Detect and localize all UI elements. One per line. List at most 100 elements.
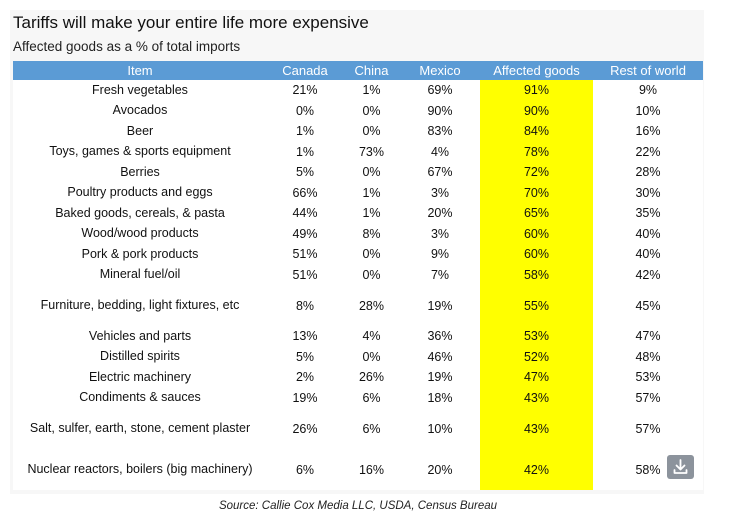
chart-subtitle: Affected goods as a % of total imports (13, 39, 241, 54)
affected-goods-cell: 70% (480, 182, 593, 203)
data-table: Item Canada China Mexico Affected goods … (13, 61, 703, 490)
table-row: Pork & pork products 51% 0% 9% 60% 40% (13, 244, 703, 265)
table-body: Fresh vegetables 21% 1% 69% 91% 9% Avocados 0% 0… (13, 80, 703, 490)
table-row: Condiments & sauces 19% 6% 18% 43% 57% (13, 387, 703, 408)
item-cell: Condiments & sauces (13, 387, 267, 408)
canada-cell: 13% (267, 326, 343, 347)
mexico-cell: 9% (400, 244, 480, 265)
mexico-cell: 10% (400, 408, 480, 449)
col-header-item: Item (13, 61, 267, 80)
china-cell: 73% (343, 141, 400, 162)
china-cell: 1% (343, 182, 400, 203)
china-cell: 8% (343, 223, 400, 244)
table-row: Salt, sulfer, earth, stone, cement plast… (13, 408, 703, 449)
mexico-cell: 4% (400, 141, 480, 162)
canada-cell: 2% (267, 367, 343, 388)
china-cell: 0% (343, 264, 400, 285)
rest-of-world-cell: 42% (593, 264, 703, 285)
affected-goods-cell: 65% (480, 203, 593, 224)
rest-of-world-cell: 53% (593, 367, 703, 388)
mexico-cell: 83% (400, 121, 480, 142)
canada-cell: 44% (267, 203, 343, 224)
item-cell: Distilled spirits (13, 346, 267, 367)
rest-of-world-cell: 28% (593, 162, 703, 183)
mexico-cell: 19% (400, 367, 480, 388)
table-row: Electric machinery 2% 26% 19% 47% 53% (13, 367, 703, 388)
canada-cell: 51% (267, 244, 343, 265)
item-cell: Salt, sulfer, earth, stone, cement plast… (13, 408, 267, 449)
rest-of-world-cell: 9% (593, 80, 703, 101)
item-cell: Pork & pork products (13, 244, 267, 265)
mexico-cell: 18% (400, 387, 480, 408)
item-cell: Furniture, bedding, light fixtures, etc (13, 285, 267, 326)
china-cell: 0% (343, 244, 400, 265)
col-header-mexico: Mexico (400, 61, 480, 80)
col-header-affected-goods: Affected goods (480, 61, 593, 80)
canada-cell: 66% (267, 182, 343, 203)
source-note: Source: Callie Cox Media LLC, USDA, Cens… (218, 500, 498, 512)
rest-of-world-cell: 57% (593, 408, 703, 449)
download-button[interactable] (667, 455, 694, 479)
mexico-cell: 90% (400, 100, 480, 121)
header-row: Item Canada China Mexico Affected goods … (13, 61, 703, 80)
affected-goods-cell: 91% (480, 80, 593, 101)
affected-goods-cell: 53% (480, 326, 593, 347)
mexico-cell: 46% (400, 346, 480, 367)
affected-goods-cell: 84% (480, 121, 593, 142)
china-cell: 0% (343, 346, 400, 367)
china-cell: 6% (343, 408, 400, 449)
canada-cell: 21% (267, 80, 343, 101)
china-cell: 0% (343, 121, 400, 142)
affected-goods-cell: 42% (480, 449, 593, 490)
rest-of-world-cell: 16% (593, 121, 703, 142)
item-cell: Poultry products and eggs (13, 182, 267, 203)
mexico-cell: 3% (400, 182, 480, 203)
mexico-cell: 67% (400, 162, 480, 183)
rest-of-world-cell: 22% (593, 141, 703, 162)
chart-title: Tariffs will make your entire life more … (13, 13, 369, 32)
china-cell: 1% (343, 80, 400, 101)
table-row: Furniture, bedding, light fixtures, etc 8… (13, 285, 703, 326)
china-cell: 26% (343, 367, 400, 388)
item-cell: Electric machinery (13, 367, 267, 388)
item-cell: Berries (13, 162, 267, 183)
mexico-cell: 36% (400, 326, 480, 347)
item-cell: Mineral fuel/oil (13, 264, 267, 285)
rest-of-world-cell: 57% (593, 387, 703, 408)
mexico-cell: 20% (400, 203, 480, 224)
canada-cell: 5% (267, 162, 343, 183)
table-row: Fresh vegetables 21% 1% 69% 91% 9% (13, 80, 703, 101)
table-row: Nuclear reactors, boilers (big machinery… (13, 449, 703, 490)
affected-goods-cell: 78% (480, 141, 593, 162)
china-cell: 1% (343, 203, 400, 224)
mexico-cell: 3% (400, 223, 480, 244)
canada-cell: 6% (267, 449, 343, 490)
table-row: Mineral fuel/oil 51% 0% 7% 58% 42% (13, 264, 703, 285)
table-row: Avocados 0% 0% 90% 90% 10% (13, 100, 703, 121)
canada-cell: 49% (267, 223, 343, 244)
col-header-china: China (343, 61, 400, 80)
table-row: Baked goods, cereals, & pasta 44% 1% 20% 65%… (13, 203, 703, 224)
mexico-cell: 69% (400, 80, 480, 101)
affected-goods-cell: 43% (480, 408, 593, 449)
china-cell: 0% (343, 162, 400, 183)
affected-goods-cell: 47% (480, 367, 593, 388)
table-row: Wood/wood products 49% 8% 3% 60% 40% (13, 223, 703, 244)
rest-of-world-cell: 47% (593, 326, 703, 347)
canada-cell: 26% (267, 408, 343, 449)
affected-goods-cell: 60% (480, 244, 593, 265)
download-icon (673, 459, 688, 474)
rest-of-world-cell: 40% (593, 223, 703, 244)
affected-goods-cell: 43% (480, 387, 593, 408)
mexico-cell: 19% (400, 285, 480, 326)
table-row: Vehicles and parts 13% 4% 36% 53% 47% (13, 326, 703, 347)
mexico-cell: 20% (400, 449, 480, 490)
affected-goods-cell: 52% (480, 346, 593, 367)
canada-cell: 8% (267, 285, 343, 326)
rest-of-world-cell: 10% (593, 100, 703, 121)
canada-cell: 5% (267, 346, 343, 367)
rest-of-world-cell: 35% (593, 203, 703, 224)
affected-goods-cell: 60% (480, 223, 593, 244)
table-row: Distilled spirits 5% 0% 46% 52% 48% (13, 346, 703, 367)
item-cell: Baked goods, cereals, & pasta (13, 203, 267, 224)
